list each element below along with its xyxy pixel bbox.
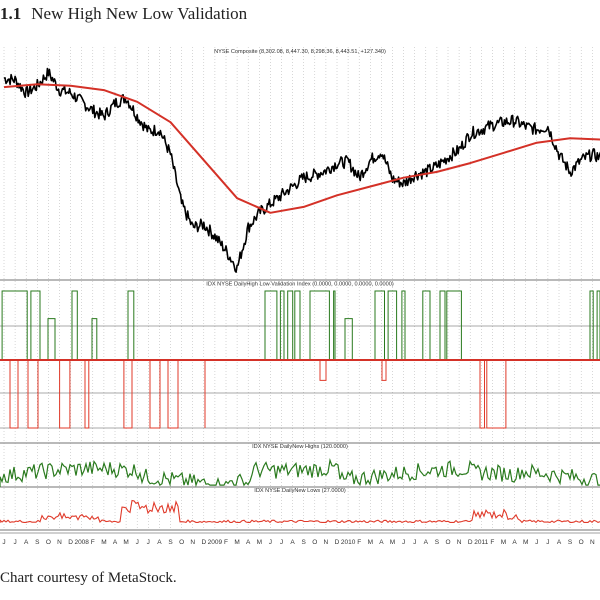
month-tick-label: M <box>501 539 506 546</box>
validation-negative-mark <box>118 359 133 429</box>
month-tick-label: M <box>234 539 239 546</box>
month-tick-label: N <box>190 539 195 546</box>
month-tick-label: O <box>179 539 184 546</box>
validation-negative-mark <box>84 359 100 429</box>
month-tick-label: A <box>424 539 429 546</box>
validation-negative-mark <box>479 359 510 429</box>
month-tick-label: 2011 <box>474 539 488 546</box>
month-tick-label: J <box>136 539 139 546</box>
month-tick-label: 2009 <box>208 539 223 546</box>
month-tick-label: M <box>523 539 528 546</box>
validation-positive-mark <box>309 290 336 361</box>
validation-positive-mark <box>374 290 406 361</box>
new-lows-panel <box>0 499 600 524</box>
month-tick-label: N <box>324 539 329 546</box>
validation-negative-mark <box>9 360 19 429</box>
month-tick-label: J <box>535 539 538 546</box>
month-tick-label: O <box>312 539 317 546</box>
month-tick-label: D <box>468 539 473 546</box>
month-tick-label: D <box>201 539 206 546</box>
validation-positive-mark <box>264 290 301 361</box>
validation-positive-mark <box>127 290 135 361</box>
month-tick-label: S <box>435 539 440 546</box>
validation-negative-mark <box>55 359 71 429</box>
month-tick-label: A <box>157 539 162 546</box>
validation-negative-mark <box>167 360 179 429</box>
price-panel <box>3 67 600 273</box>
price-panel-title: NYSE Composite (8,302.08, 8,447.30, 8,29… <box>214 49 386 55</box>
month-tick-label: A <box>512 539 517 546</box>
moving-average-line <box>3 83 600 214</box>
month-tick-label: S <box>568 539 573 546</box>
month-tick-label: F <box>224 539 228 546</box>
month-tick-label: M <box>368 539 373 546</box>
month-tick-label: J <box>269 539 272 546</box>
new-highs-panel-title: IDX NYSE DailyNew Highs (120.0000) <box>252 444 348 450</box>
validation-panel <box>0 290 600 429</box>
figure-number: 1.1 <box>0 4 22 23</box>
validation-negative-mark <box>381 360 387 381</box>
month-tick-label: A <box>557 539 562 546</box>
new-highs-line <box>0 457 600 488</box>
month-tick-label: N <box>590 539 595 546</box>
month-tick-label: 2010 <box>341 539 356 546</box>
validation-negative-mark <box>27 360 39 429</box>
month-tick-label: M <box>390 539 395 546</box>
month-tick-label: M <box>123 539 128 546</box>
month-tick-label: O <box>46 539 51 546</box>
month-axis: J J A S O N D 2008 F M A M J J A S O N D 2009 F M A M J J A S O N D 201… <box>2 539 595 546</box>
month-tick-label: N <box>457 539 462 546</box>
month-tick-label: F <box>490 539 494 546</box>
new-lows-panel-title: IDX NYSE DailyNew Lows (27.0000) <box>254 488 346 494</box>
month-tick-label: J <box>147 539 150 546</box>
month-tick-label: F <box>357 539 361 546</box>
validation-positive-mark <box>71 290 78 361</box>
figure-title: 1.1 New High New Low Validation <box>0 4 247 24</box>
month-tick-label: O <box>579 539 584 546</box>
month-tick-label: A <box>379 539 384 546</box>
month-tick-label: M <box>257 539 262 546</box>
month-tick-label: J <box>280 539 283 546</box>
month-tick-label: S <box>302 539 307 546</box>
validation-positive-mark <box>47 318 56 360</box>
month-tick-label: J <box>2 539 5 546</box>
validation-positive-mark <box>439 290 462 361</box>
month-tick-label: D <box>68 539 73 546</box>
month-tick-label: J <box>13 539 16 546</box>
new-lows-line <box>0 499 600 524</box>
month-gridlines <box>3 47 593 530</box>
validation-positive-mark <box>415 290 431 361</box>
validation-positive-mark <box>0 290 41 361</box>
month-tick-label: O <box>445 539 450 546</box>
validation-positive-mark <box>344 318 360 361</box>
panel-frames <box>0 279 600 534</box>
month-tick-label: A <box>24 539 29 546</box>
new-highs-panel <box>0 457 600 488</box>
month-tick-label: A <box>246 539 251 546</box>
month-tick-label: J <box>413 539 416 546</box>
month-tick-label: J <box>546 539 549 546</box>
month-tick-label: M <box>101 539 106 546</box>
month-tick-label: A <box>113 539 118 546</box>
month-tick-label: S <box>35 539 40 546</box>
validation-positive-mark <box>589 290 600 361</box>
validation-negative-mark <box>319 360 327 381</box>
month-tick-label: N <box>57 539 62 546</box>
month-tick-label: S <box>168 539 173 546</box>
price-series-line <box>3 67 600 273</box>
validation-negative-mark <box>149 360 161 429</box>
month-tick-label: J <box>402 539 405 546</box>
month-tick-label: A <box>290 539 295 546</box>
validation-panel-title: IDX NYSE DailyHigh Low Validation Index … <box>206 282 394 288</box>
month-tick-label: F <box>91 539 95 546</box>
figure-caption: Chart courtesy of MetaStock. <box>0 570 177 586</box>
figure-title-text: New High New Low Validation <box>31 4 248 23</box>
month-tick-label: 2008 <box>74 539 89 546</box>
validation-negative-mark <box>192 359 206 428</box>
month-tick-label: D <box>335 539 340 546</box>
